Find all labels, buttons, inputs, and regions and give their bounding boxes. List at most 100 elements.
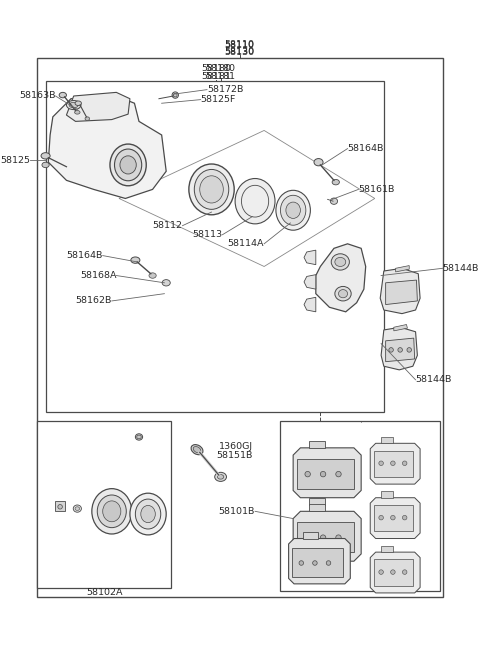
Ellipse shape xyxy=(336,471,341,477)
Ellipse shape xyxy=(130,493,166,535)
Ellipse shape xyxy=(336,535,341,540)
Ellipse shape xyxy=(74,111,80,114)
Polygon shape xyxy=(292,548,343,577)
Ellipse shape xyxy=(299,561,303,565)
Text: 58102A: 58102A xyxy=(86,588,123,598)
Ellipse shape xyxy=(314,159,323,166)
Text: 58172B: 58172B xyxy=(207,85,243,94)
Polygon shape xyxy=(385,280,418,304)
Ellipse shape xyxy=(312,561,317,565)
Text: 58151B: 58151B xyxy=(216,451,252,459)
Polygon shape xyxy=(297,522,354,552)
Ellipse shape xyxy=(379,570,384,575)
Ellipse shape xyxy=(200,176,223,203)
Polygon shape xyxy=(380,268,420,314)
Ellipse shape xyxy=(402,515,407,520)
Ellipse shape xyxy=(217,474,224,479)
Text: 58163B: 58163B xyxy=(19,92,56,100)
Polygon shape xyxy=(370,552,420,593)
Ellipse shape xyxy=(215,473,227,481)
Text: 58114A: 58114A xyxy=(228,239,264,248)
Bar xyxy=(47,80,384,412)
Text: 58110: 58110 xyxy=(225,41,255,49)
Text: 58125F: 58125F xyxy=(201,95,236,104)
Ellipse shape xyxy=(407,348,411,352)
Polygon shape xyxy=(381,492,393,498)
Text: 58161B: 58161B xyxy=(359,185,395,194)
Polygon shape xyxy=(304,275,316,289)
Ellipse shape xyxy=(193,447,201,453)
Polygon shape xyxy=(304,297,316,312)
Ellipse shape xyxy=(389,348,393,352)
Ellipse shape xyxy=(141,505,156,523)
Ellipse shape xyxy=(172,92,179,98)
Bar xyxy=(55,501,65,511)
Ellipse shape xyxy=(335,258,346,266)
Bar xyxy=(37,420,171,588)
Polygon shape xyxy=(381,437,393,444)
Ellipse shape xyxy=(85,117,90,121)
Ellipse shape xyxy=(402,461,407,465)
Ellipse shape xyxy=(162,279,170,286)
Polygon shape xyxy=(316,244,366,312)
Bar xyxy=(279,420,440,591)
Text: 58181: 58181 xyxy=(201,72,231,80)
Text: 58130: 58130 xyxy=(225,47,255,56)
Ellipse shape xyxy=(92,488,132,534)
Text: 58130: 58130 xyxy=(225,48,255,57)
Text: 58162B: 58162B xyxy=(75,297,112,305)
Ellipse shape xyxy=(41,153,50,159)
Ellipse shape xyxy=(173,94,177,97)
Ellipse shape xyxy=(66,101,81,109)
Ellipse shape xyxy=(58,505,62,509)
Ellipse shape xyxy=(398,348,402,352)
Ellipse shape xyxy=(331,254,349,270)
Ellipse shape xyxy=(103,501,121,522)
Ellipse shape xyxy=(110,144,146,186)
Ellipse shape xyxy=(235,179,275,224)
Polygon shape xyxy=(303,532,318,538)
Polygon shape xyxy=(396,266,409,272)
Ellipse shape xyxy=(137,435,141,439)
Ellipse shape xyxy=(305,535,311,540)
Text: 58144B: 58144B xyxy=(416,376,452,384)
Polygon shape xyxy=(48,96,166,198)
Polygon shape xyxy=(310,498,325,505)
Polygon shape xyxy=(297,459,354,488)
Polygon shape xyxy=(381,546,393,552)
Polygon shape xyxy=(370,498,420,538)
Text: 58112: 58112 xyxy=(153,221,182,230)
Ellipse shape xyxy=(115,149,142,181)
Ellipse shape xyxy=(280,195,306,225)
Ellipse shape xyxy=(391,461,395,465)
Polygon shape xyxy=(374,559,413,586)
Ellipse shape xyxy=(330,198,337,204)
Ellipse shape xyxy=(379,515,384,520)
Ellipse shape xyxy=(391,570,395,575)
Ellipse shape xyxy=(135,499,161,529)
Ellipse shape xyxy=(73,505,82,512)
Ellipse shape xyxy=(149,273,156,278)
Ellipse shape xyxy=(379,461,384,465)
Text: 58164B: 58164B xyxy=(66,251,103,260)
Polygon shape xyxy=(288,538,350,584)
Ellipse shape xyxy=(326,561,331,565)
Polygon shape xyxy=(374,505,413,531)
Ellipse shape xyxy=(191,445,203,455)
Ellipse shape xyxy=(189,164,234,215)
Polygon shape xyxy=(381,328,418,370)
Ellipse shape xyxy=(75,101,82,105)
Ellipse shape xyxy=(335,287,351,301)
Polygon shape xyxy=(310,441,325,448)
Polygon shape xyxy=(293,448,361,498)
Polygon shape xyxy=(293,511,361,561)
Ellipse shape xyxy=(286,202,300,218)
Polygon shape xyxy=(310,504,325,511)
Polygon shape xyxy=(304,250,316,265)
Ellipse shape xyxy=(120,156,136,174)
Polygon shape xyxy=(66,92,130,121)
Text: 58180: 58180 xyxy=(201,65,231,73)
Text: 58110: 58110 xyxy=(225,40,255,49)
Ellipse shape xyxy=(42,162,49,167)
Ellipse shape xyxy=(338,289,348,298)
